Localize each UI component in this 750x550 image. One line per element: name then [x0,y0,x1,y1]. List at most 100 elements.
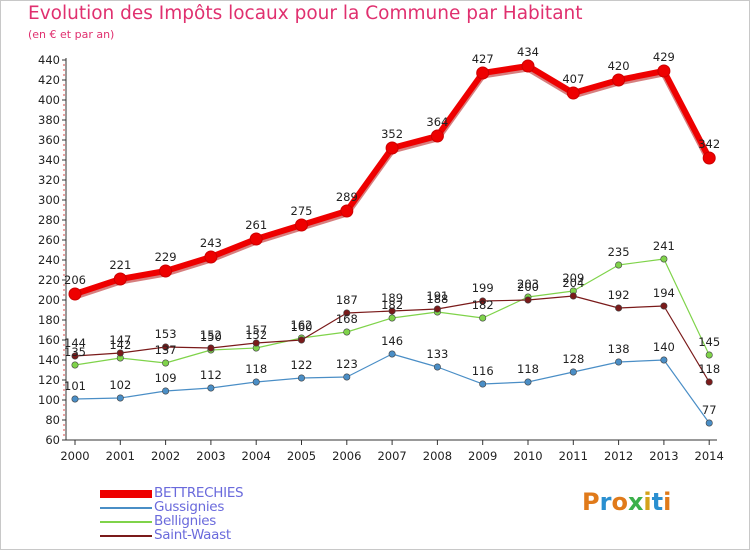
logo-letter: x [627,488,644,516]
legend-swatch [100,507,152,509]
data-point [385,141,399,155]
x-tick-label: 2014 [695,449,724,463]
data-point [705,351,713,359]
y-tick-label: 380 [38,113,60,127]
logo-letter: r [599,488,612,516]
chart-title: Evolution des Impôts locaux pour la Comm… [28,3,583,24]
logo-letter: i [663,488,672,516]
data-label: 429 [653,50,675,64]
data-label: 118 [245,362,267,376]
data-point [68,287,82,301]
data-label: 420 [608,59,630,73]
data-label: 146 [381,334,403,348]
data-label: 206 [64,273,86,287]
series-layer [68,59,716,427]
data-label: 150 [200,330,222,344]
data-label: 261 [245,218,267,232]
data-label: 434 [517,45,539,59]
y-tick-label: 60 [45,433,60,447]
data-label: 77 [702,403,717,417]
y-tick-label: 80 [45,413,60,427]
x-tick-label: 2008 [423,449,452,463]
data-label: 192 [608,288,630,302]
data-point [705,378,713,386]
data-point [615,261,623,269]
data-label: 116 [472,364,494,378]
legend-swatch [100,521,152,523]
data-label: 168 [336,312,358,326]
data-point [343,328,351,336]
data-point [204,250,218,264]
data-point [476,66,490,80]
data-label: 101 [64,379,86,393]
data-label: 102 [109,378,131,392]
y-tick-label: 440 [38,53,60,67]
data-point [116,349,124,357]
data-point [113,272,127,286]
data-point [569,368,577,376]
data-point [566,86,580,100]
data-point [162,359,170,367]
data-point [612,73,626,87]
data-point [388,314,396,322]
data-point [297,336,305,344]
data-label: 145 [698,335,720,349]
data-point [207,384,215,392]
data-label: 188 [426,292,448,306]
data-label: 204 [562,276,584,290]
data-point [702,151,716,165]
data-point [340,204,354,218]
data-point [162,343,170,351]
logo-letter: o [611,488,628,516]
data-label: 147 [109,333,131,347]
data-label: 194 [653,286,675,300]
data-point [430,129,444,143]
data-point [252,378,260,386]
legend-swatch [100,490,152,498]
x-tick-label: 2009 [468,449,497,463]
data-label: 221 [109,258,131,272]
y-tick-label: 420 [38,73,60,87]
data-point [207,344,215,352]
data-point [162,387,170,395]
data-label: 209 [562,271,584,285]
legend-label: Saint-Waast [154,527,231,543]
legend-swatch [100,535,152,537]
data-label: 407 [562,72,584,86]
data-label: 112 [200,368,222,382]
legend-label: Gussignies [154,499,225,515]
proxiti-logo: Proxiti [582,488,671,516]
data-point [524,296,532,304]
data-point [433,305,441,313]
y-tick-label: 240 [38,253,60,267]
x-tick-label: 2011 [559,449,588,463]
y-tick-label: 200 [38,293,60,307]
y-tick-label: 300 [38,193,60,207]
y-tick-label: 320 [38,173,60,187]
x-tick-label: 2010 [513,449,542,463]
x-tick-label: 2000 [60,449,89,463]
data-label: 235 [608,245,630,259]
data-label: 182 [472,298,494,312]
data-label: 152 [200,328,222,342]
data-point [660,255,668,263]
y-tick-label: 180 [38,313,60,327]
y-tick-label: 220 [38,273,60,287]
data-point [479,314,487,322]
y-tick-label: 120 [38,373,60,387]
data-label: 191 [426,289,448,303]
data-label: 142 [109,338,131,352]
data-label: 128 [562,352,584,366]
data-label: 275 [291,204,313,218]
x-tick-label: 2007 [377,449,406,463]
data-point [433,363,441,371]
x-tick-label: 2001 [106,449,135,463]
data-label: 203 [517,277,539,291]
data-point [569,292,577,300]
x-tick-label: 2004 [242,449,271,463]
data-point [479,380,487,388]
data-label: 187 [336,293,358,307]
data-label: 200 [517,280,539,294]
y-tick-label: 160 [38,333,60,347]
